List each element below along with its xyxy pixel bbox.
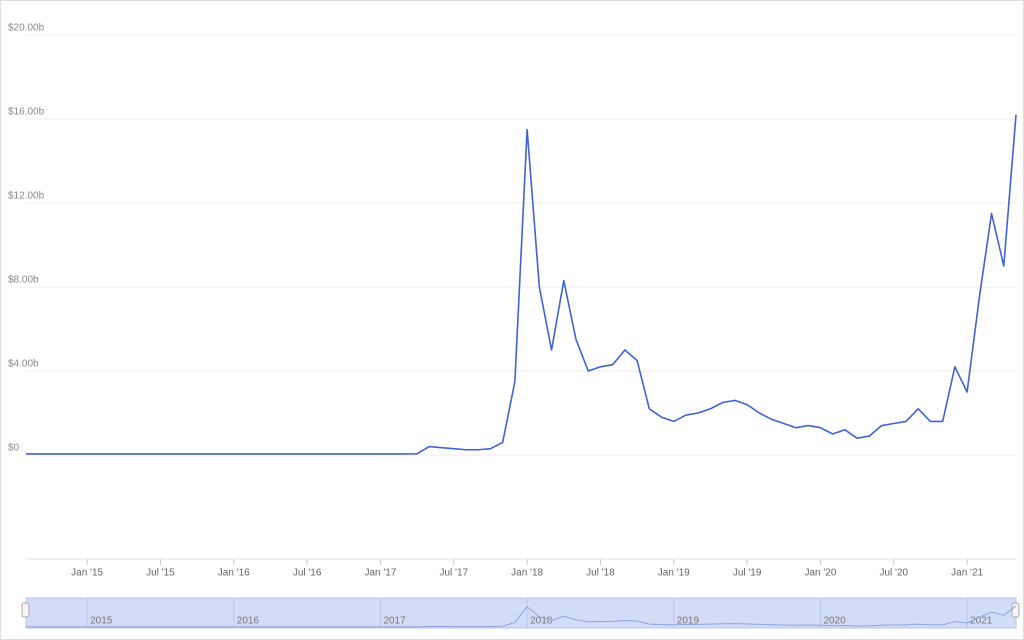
- y-tick-label: $8.00b: [8, 275, 39, 286]
- navigator-handle[interactable]: [21, 602, 30, 618]
- x-tick-label: Jul '20: [879, 568, 908, 579]
- x-tick-label: Jul '15: [146, 568, 175, 579]
- x-tick-label: Jan '15: [71, 568, 103, 579]
- navigator-line: [26, 605, 1017, 628]
- navigator-handle[interactable]: [1011, 602, 1020, 618]
- x-tick-label: Jul '19: [733, 568, 762, 579]
- x-tick-label: Jul '18: [586, 568, 615, 579]
- navigator-tick-label: 2016: [237, 616, 260, 627]
- line: [26, 114, 1017, 455]
- y-tick-label: $16.00b: [8, 107, 45, 118]
- navigator-tick-label: 2019: [677, 616, 700, 627]
- y-tick-label: $0: [8, 443, 20, 454]
- x-tick-label: Jan '17: [364, 568, 396, 579]
- navigator-tick-label: 2021: [970, 616, 993, 627]
- x-tick-label: Jul '17: [439, 568, 468, 579]
- navigator[interactable]: [25, 597, 1017, 629]
- navigator-tick-label: 2018: [530, 616, 553, 627]
- x-tick-label: Jan '18: [511, 568, 543, 579]
- navigator-tick-label: 2015: [90, 616, 113, 627]
- y-tick-label: $20.00b: [8, 23, 45, 34]
- x-tick-label: Jan '20: [804, 568, 836, 579]
- y-tick-label: $4.00b: [8, 359, 39, 370]
- navigator-tick-label: 2020: [823, 616, 846, 627]
- x-tick-label: Jan '16: [218, 568, 250, 579]
- x-tick-label: Jan '19: [658, 568, 690, 579]
- x-tick-label: Jan '21: [951, 568, 983, 579]
- x-tick-label: Jul '16: [293, 568, 322, 579]
- y-tick-label: $12.00b: [8, 191, 45, 202]
- navigator-tick-label: 2017: [383, 616, 406, 627]
